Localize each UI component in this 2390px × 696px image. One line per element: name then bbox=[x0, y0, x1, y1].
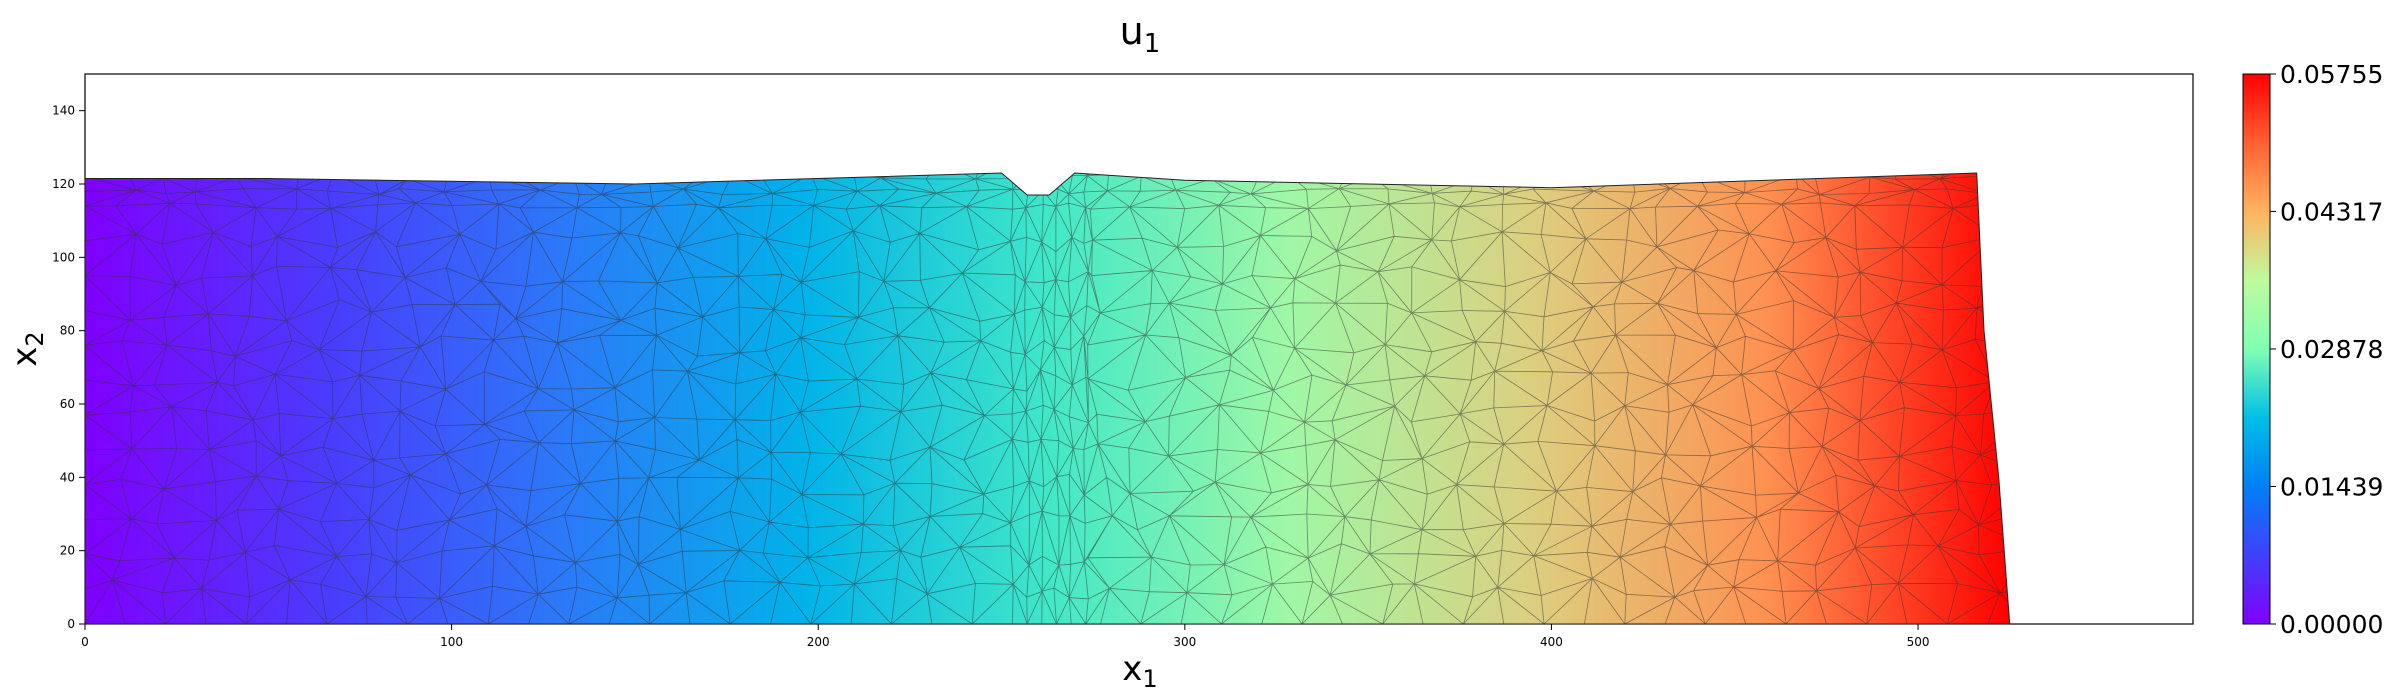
colorbar-tick-label: 0.02878 bbox=[2280, 335, 2383, 364]
chart-title: u1 bbox=[1120, 9, 1161, 59]
x-tick-label: 300 bbox=[1173, 635, 1196, 649]
colorbar-tick-label: 0.04317 bbox=[2280, 197, 2383, 226]
x-tick-label: 100 bbox=[440, 635, 463, 649]
colorbar-tick-label: 0.00000 bbox=[2280, 610, 2383, 639]
y-tick-label: 20 bbox=[60, 544, 75, 558]
field-color-fill bbox=[85, 173, 2010, 624]
x-axis-label: x1 bbox=[1122, 649, 1157, 693]
domain-outline bbox=[84, 172, 2011, 625]
y-tick-label: 80 bbox=[60, 324, 75, 338]
colorbar-tick-label: 0.01439 bbox=[2280, 472, 2383, 501]
x-tick-label: 0 bbox=[81, 635, 89, 649]
y-tick-label: 120 bbox=[52, 177, 75, 191]
colorbar-ticks: 0.00000 0.01439 0.02878 0.04317 0.05755 bbox=[2270, 60, 2383, 639]
plot-area: 0 100 200 300 400 500 0 20 40 60 80 100 120 140 bbox=[52, 73, 2194, 649]
x-tick-label: 500 bbox=[1907, 635, 1930, 649]
displacement-field bbox=[85, 173, 2010, 624]
y-tick-label: 140 bbox=[52, 104, 75, 118]
x-tick-label: 400 bbox=[1540, 635, 1563, 649]
y-axis-ticks: 0 20 40 60 80 100 120 140 bbox=[52, 104, 85, 631]
colorbar-bar bbox=[2242, 73, 2271, 625]
x-axis-ticks: 0 100 200 300 400 500 bbox=[81, 624, 1929, 649]
y-tick-label: 40 bbox=[60, 470, 75, 484]
colorbar: 0.00000 0.01439 0.02878 0.04317 0.05755 bbox=[2242, 60, 2383, 639]
y-tick-label: 0 bbox=[67, 617, 75, 631]
y-tick-label: 60 bbox=[60, 397, 75, 411]
x-tick-label: 200 bbox=[807, 635, 830, 649]
y-axis-label: x2 bbox=[5, 331, 49, 366]
colorbar-tick-label: 0.05755 bbox=[2280, 60, 2383, 89]
y-tick-label: 100 bbox=[52, 250, 75, 264]
